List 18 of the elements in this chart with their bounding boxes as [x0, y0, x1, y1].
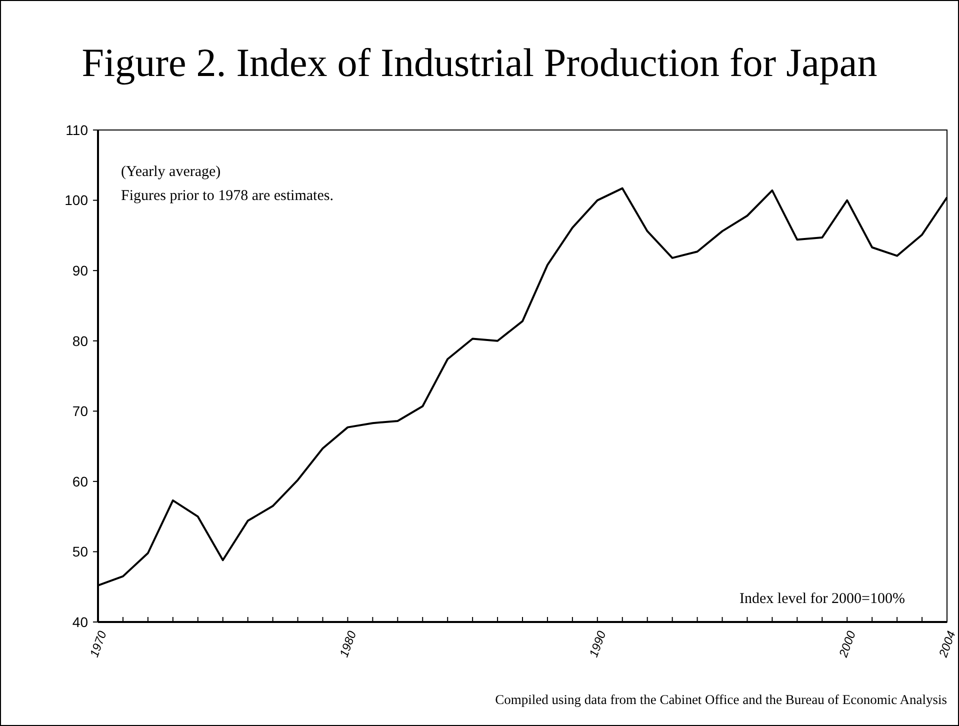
y-tick-label: 60 — [72, 473, 88, 490]
annotation: Index level for 2000=100% — [740, 591, 905, 607]
y-tick-label: 110 — [66, 122, 88, 138]
y-tick-label: 100 — [64, 192, 88, 208]
annotation: Figures prior to 1978 are estimates. — [121, 188, 334, 204]
x-tick-label: 1980 — [336, 628, 360, 660]
y-tick-label: 80 — [72, 332, 88, 349]
y-tick-label: 40 — [72, 614, 88, 630]
x-tick-label: 2000 — [836, 628, 859, 660]
y-tick-label: 90 — [72, 262, 88, 278]
x-tick-label: 1970 — [87, 628, 110, 660]
y-tick-label: 50 — [72, 544, 88, 560]
text: Compiled using data from the Cabinet Office and the Bureau of Economic Analysis — [495, 692, 947, 707]
annotation: (Yearly average) — [121, 164, 221, 180]
x-tick-label: 2004 — [936, 628, 958, 660]
x-tick-label: 1990 — [586, 628, 609, 660]
chart-title: Figure 2. Index of Industrial Production for Japan — [82, 40, 878, 85]
y-tick-label: 70 — [72, 403, 88, 420]
